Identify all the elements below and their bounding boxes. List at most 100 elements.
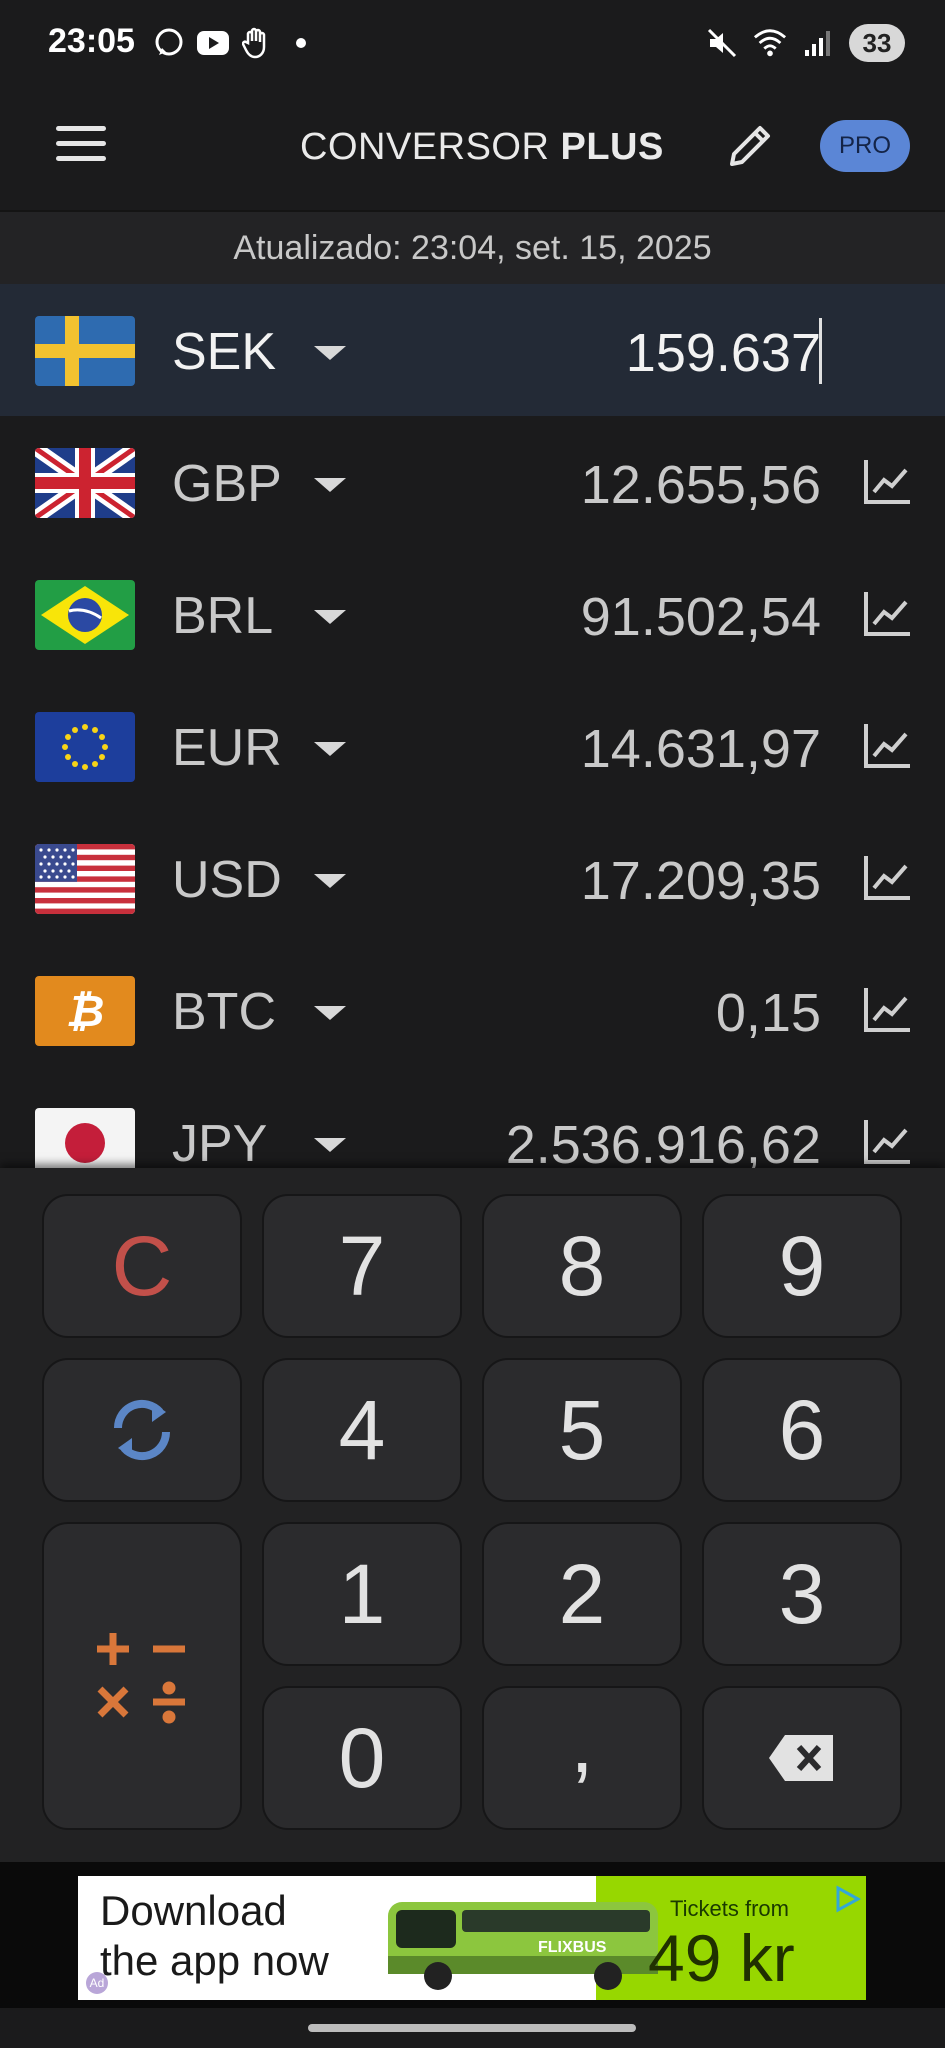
status-bar: 23:05 33 bbox=[0, 0, 945, 90]
currency-value[interactable]: 12.655,56 bbox=[580, 455, 821, 515]
clear-button[interactable]: C bbox=[42, 1194, 242, 1338]
currency-code: BTC bbox=[172, 983, 276, 1041]
ad-line-2: the app now bbox=[100, 1937, 329, 1984]
key-3[interactable]: 3 bbox=[702, 1522, 902, 1666]
currency-row-brl[interactable]: BRL 91.502,54 bbox=[0, 548, 945, 680]
menu-icon bbox=[56, 126, 106, 131]
currency-value[interactable]: 17.209,35 bbox=[580, 851, 821, 911]
system-icons: 33 bbox=[705, 24, 905, 62]
menu-icon-bar bbox=[56, 156, 106, 161]
app-title: CONVERSOR PLUS bbox=[300, 126, 664, 169]
brazil-flag bbox=[35, 580, 135, 650]
backspace-button[interactable] bbox=[702, 1686, 902, 1830]
whatsapp-icon bbox=[152, 26, 186, 60]
key-5[interactable]: 5 bbox=[482, 1358, 682, 1502]
currency-list: SEK 159.637 GBP 12.655,56 BRL 91.502,54 bbox=[0, 284, 945, 1168]
chart-icon[interactable] bbox=[862, 720, 912, 770]
currency-row-usd[interactable]: USD 17.209,35 bbox=[0, 812, 945, 944]
bus-brand: FLIXBUS bbox=[538, 1939, 607, 1956]
currency-code: EUR bbox=[172, 719, 282, 777]
pencil-icon bbox=[730, 126, 770, 166]
pro-button[interactable]: PRO bbox=[820, 120, 910, 172]
currency-row-jpy[interactable]: JPY 2.536.916,62 bbox=[0, 1076, 945, 1168]
currency-value[interactable]: 0,15 bbox=[715, 983, 821, 1043]
key-1[interactable]: 1 bbox=[262, 1522, 462, 1666]
math-operations-icon bbox=[97, 1633, 185, 1724]
menu-button[interactable] bbox=[56, 126, 106, 166]
backspace-icon bbox=[769, 1735, 833, 1781]
chart-icon[interactable] bbox=[862, 852, 912, 902]
key-8[interactable]: 8 bbox=[482, 1194, 682, 1338]
key-6[interactable]: 6 bbox=[702, 1358, 902, 1502]
currency-row-gbp[interactable]: GBP 12.655,56 bbox=[0, 416, 945, 548]
currency-dropdown-arrow[interactable] bbox=[314, 346, 346, 360]
key-0[interactable]: 0 bbox=[262, 1686, 462, 1830]
currency-dropdown-arrow[interactable] bbox=[314, 610, 346, 624]
currency-value[interactable]: 2.536.916,62 bbox=[505, 1115, 821, 1168]
currency-row-btc[interactable]: ₿ BTC 0,15 bbox=[0, 944, 945, 1076]
battery-indicator: 33 bbox=[849, 24, 905, 62]
app-title-bold: PLUS bbox=[560, 126, 664, 168]
usa-flag bbox=[35, 844, 135, 914]
key-2[interactable]: 2 bbox=[482, 1522, 682, 1666]
currency-code: USD bbox=[172, 851, 282, 909]
signal-icon bbox=[801, 26, 835, 60]
currency-dropdown-arrow[interactable] bbox=[314, 1006, 346, 1020]
currency-value[interactable]: 91.502,54 bbox=[580, 587, 821, 647]
key-4[interactable]: 4 bbox=[262, 1358, 462, 1502]
keypad: C 7 8 9 4 5 6 1 2 3 0 , bbox=[0, 1168, 945, 1862]
japan-flag bbox=[35, 1108, 135, 1168]
swap-button[interactable] bbox=[42, 1358, 242, 1502]
ad-headline: Download the app now bbox=[100, 1886, 329, 1986]
notification-icons bbox=[152, 26, 318, 60]
status-time: 23:05 bbox=[48, 22, 135, 60]
ad-badge: Ad bbox=[86, 1972, 108, 1994]
currency-code: GBP bbox=[172, 455, 282, 513]
adchoices-icon[interactable] bbox=[832, 1884, 862, 1914]
refresh-icon bbox=[113, 1399, 171, 1461]
navigation-bar bbox=[0, 2008, 945, 2048]
currency-code: JPY bbox=[172, 1115, 268, 1168]
app-bar: CONVERSOR PLUS PRO bbox=[0, 90, 945, 212]
wifi-icon bbox=[753, 26, 787, 60]
edit-button[interactable] bbox=[722, 118, 778, 174]
key-9[interactable]: 9 bbox=[702, 1194, 902, 1338]
key-comma[interactable]: , bbox=[482, 1686, 682, 1830]
currency-row-eur[interactable]: EUR 14.631,97 bbox=[0, 680, 945, 812]
chart-icon[interactable] bbox=[862, 588, 912, 638]
currency-value[interactable]: 14.631,97 bbox=[580, 719, 821, 779]
currency-code: SEK bbox=[172, 323, 277, 381]
bitcoin-icon: ₿ bbox=[35, 976, 135, 1046]
operations-button[interactable] bbox=[42, 1522, 242, 1830]
currency-dropdown-arrow[interactable] bbox=[314, 742, 346, 756]
ad-line-1: Download bbox=[100, 1887, 287, 1934]
home-indicator[interactable] bbox=[308, 2024, 636, 2032]
ad-price: 49 kr bbox=[648, 1921, 795, 1995]
currency-dropdown-arrow[interactable] bbox=[314, 478, 346, 492]
uk-flag bbox=[35, 448, 135, 518]
mute-icon bbox=[705, 26, 739, 60]
currency-dropdown-arrow[interactable] bbox=[314, 1138, 346, 1152]
dot-icon bbox=[284, 26, 318, 60]
currency-value-input[interactable]: 159.637 bbox=[625, 323, 821, 383]
chart-icon[interactable] bbox=[862, 984, 912, 1034]
key-7[interactable]: 7 bbox=[262, 1194, 462, 1338]
svg-text:₿: ₿ bbox=[66, 986, 105, 1037]
currency-row-sek[interactable]: SEK 159.637 bbox=[0, 284, 945, 416]
currency-dropdown-arrow[interactable] bbox=[314, 874, 346, 888]
ad-area: Download the app now FLIXBUS Tickets fro… bbox=[0, 1862, 945, 2008]
ad-banner[interactable]: Download the app now FLIXBUS Tickets fro… bbox=[78, 1876, 866, 2000]
menu-icon-bar bbox=[56, 141, 106, 146]
chart-icon[interactable] bbox=[862, 1116, 912, 1166]
hand-icon bbox=[240, 26, 274, 60]
last-updated-label: Atualizado: 23:04, set. 15, 2025 bbox=[0, 212, 945, 284]
eu-flag bbox=[35, 712, 135, 782]
sweden-flag bbox=[35, 316, 135, 386]
currency-code: BRL bbox=[172, 587, 274, 645]
chart-icon[interactable] bbox=[862, 456, 912, 506]
text-cursor bbox=[819, 318, 822, 384]
bus-image: FLIXBUS bbox=[388, 1902, 658, 1990]
youtube-icon bbox=[196, 26, 230, 60]
ad-tickets-label: Tickets from bbox=[670, 1896, 789, 1921]
app-title-regular: CONVERSOR bbox=[300, 126, 550, 168]
